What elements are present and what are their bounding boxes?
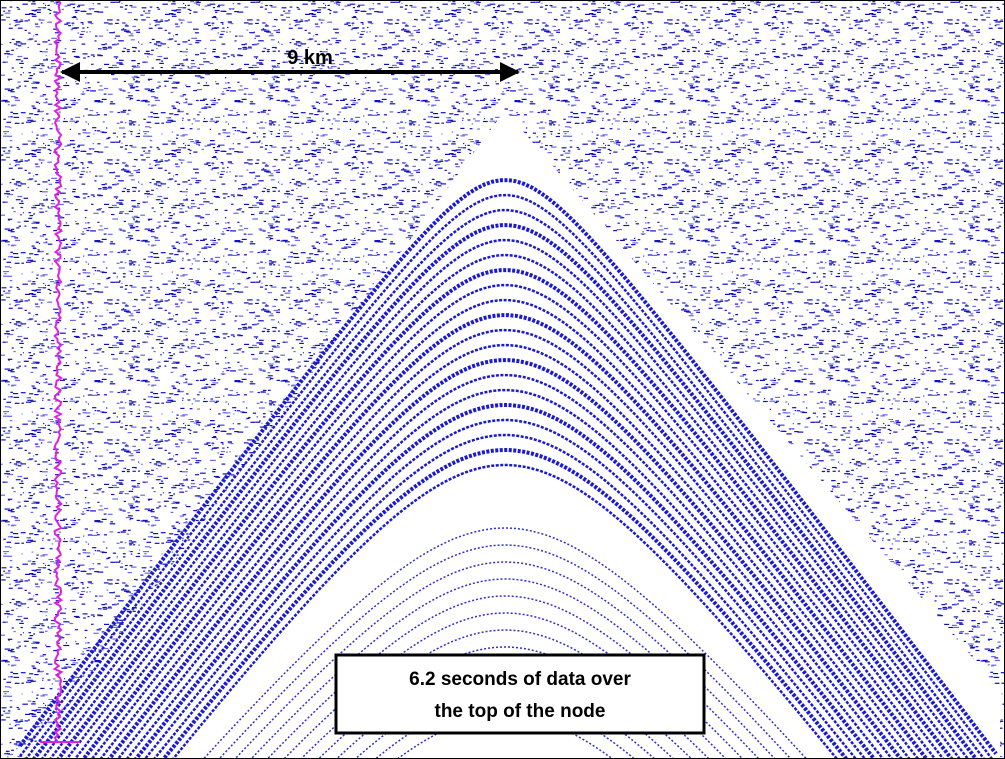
scale-label: 9 km [287, 47, 333, 69]
caption-line: 6.2 seconds of data over [409, 669, 631, 690]
seismic-figure: 9 km 6.2 seconds of data over the top of… [0, 0, 1005, 759]
page: {"annotations": {"scale_label": "9 km", … [0, 0, 1005, 759]
caption-line: the top of the node [435, 701, 606, 722]
